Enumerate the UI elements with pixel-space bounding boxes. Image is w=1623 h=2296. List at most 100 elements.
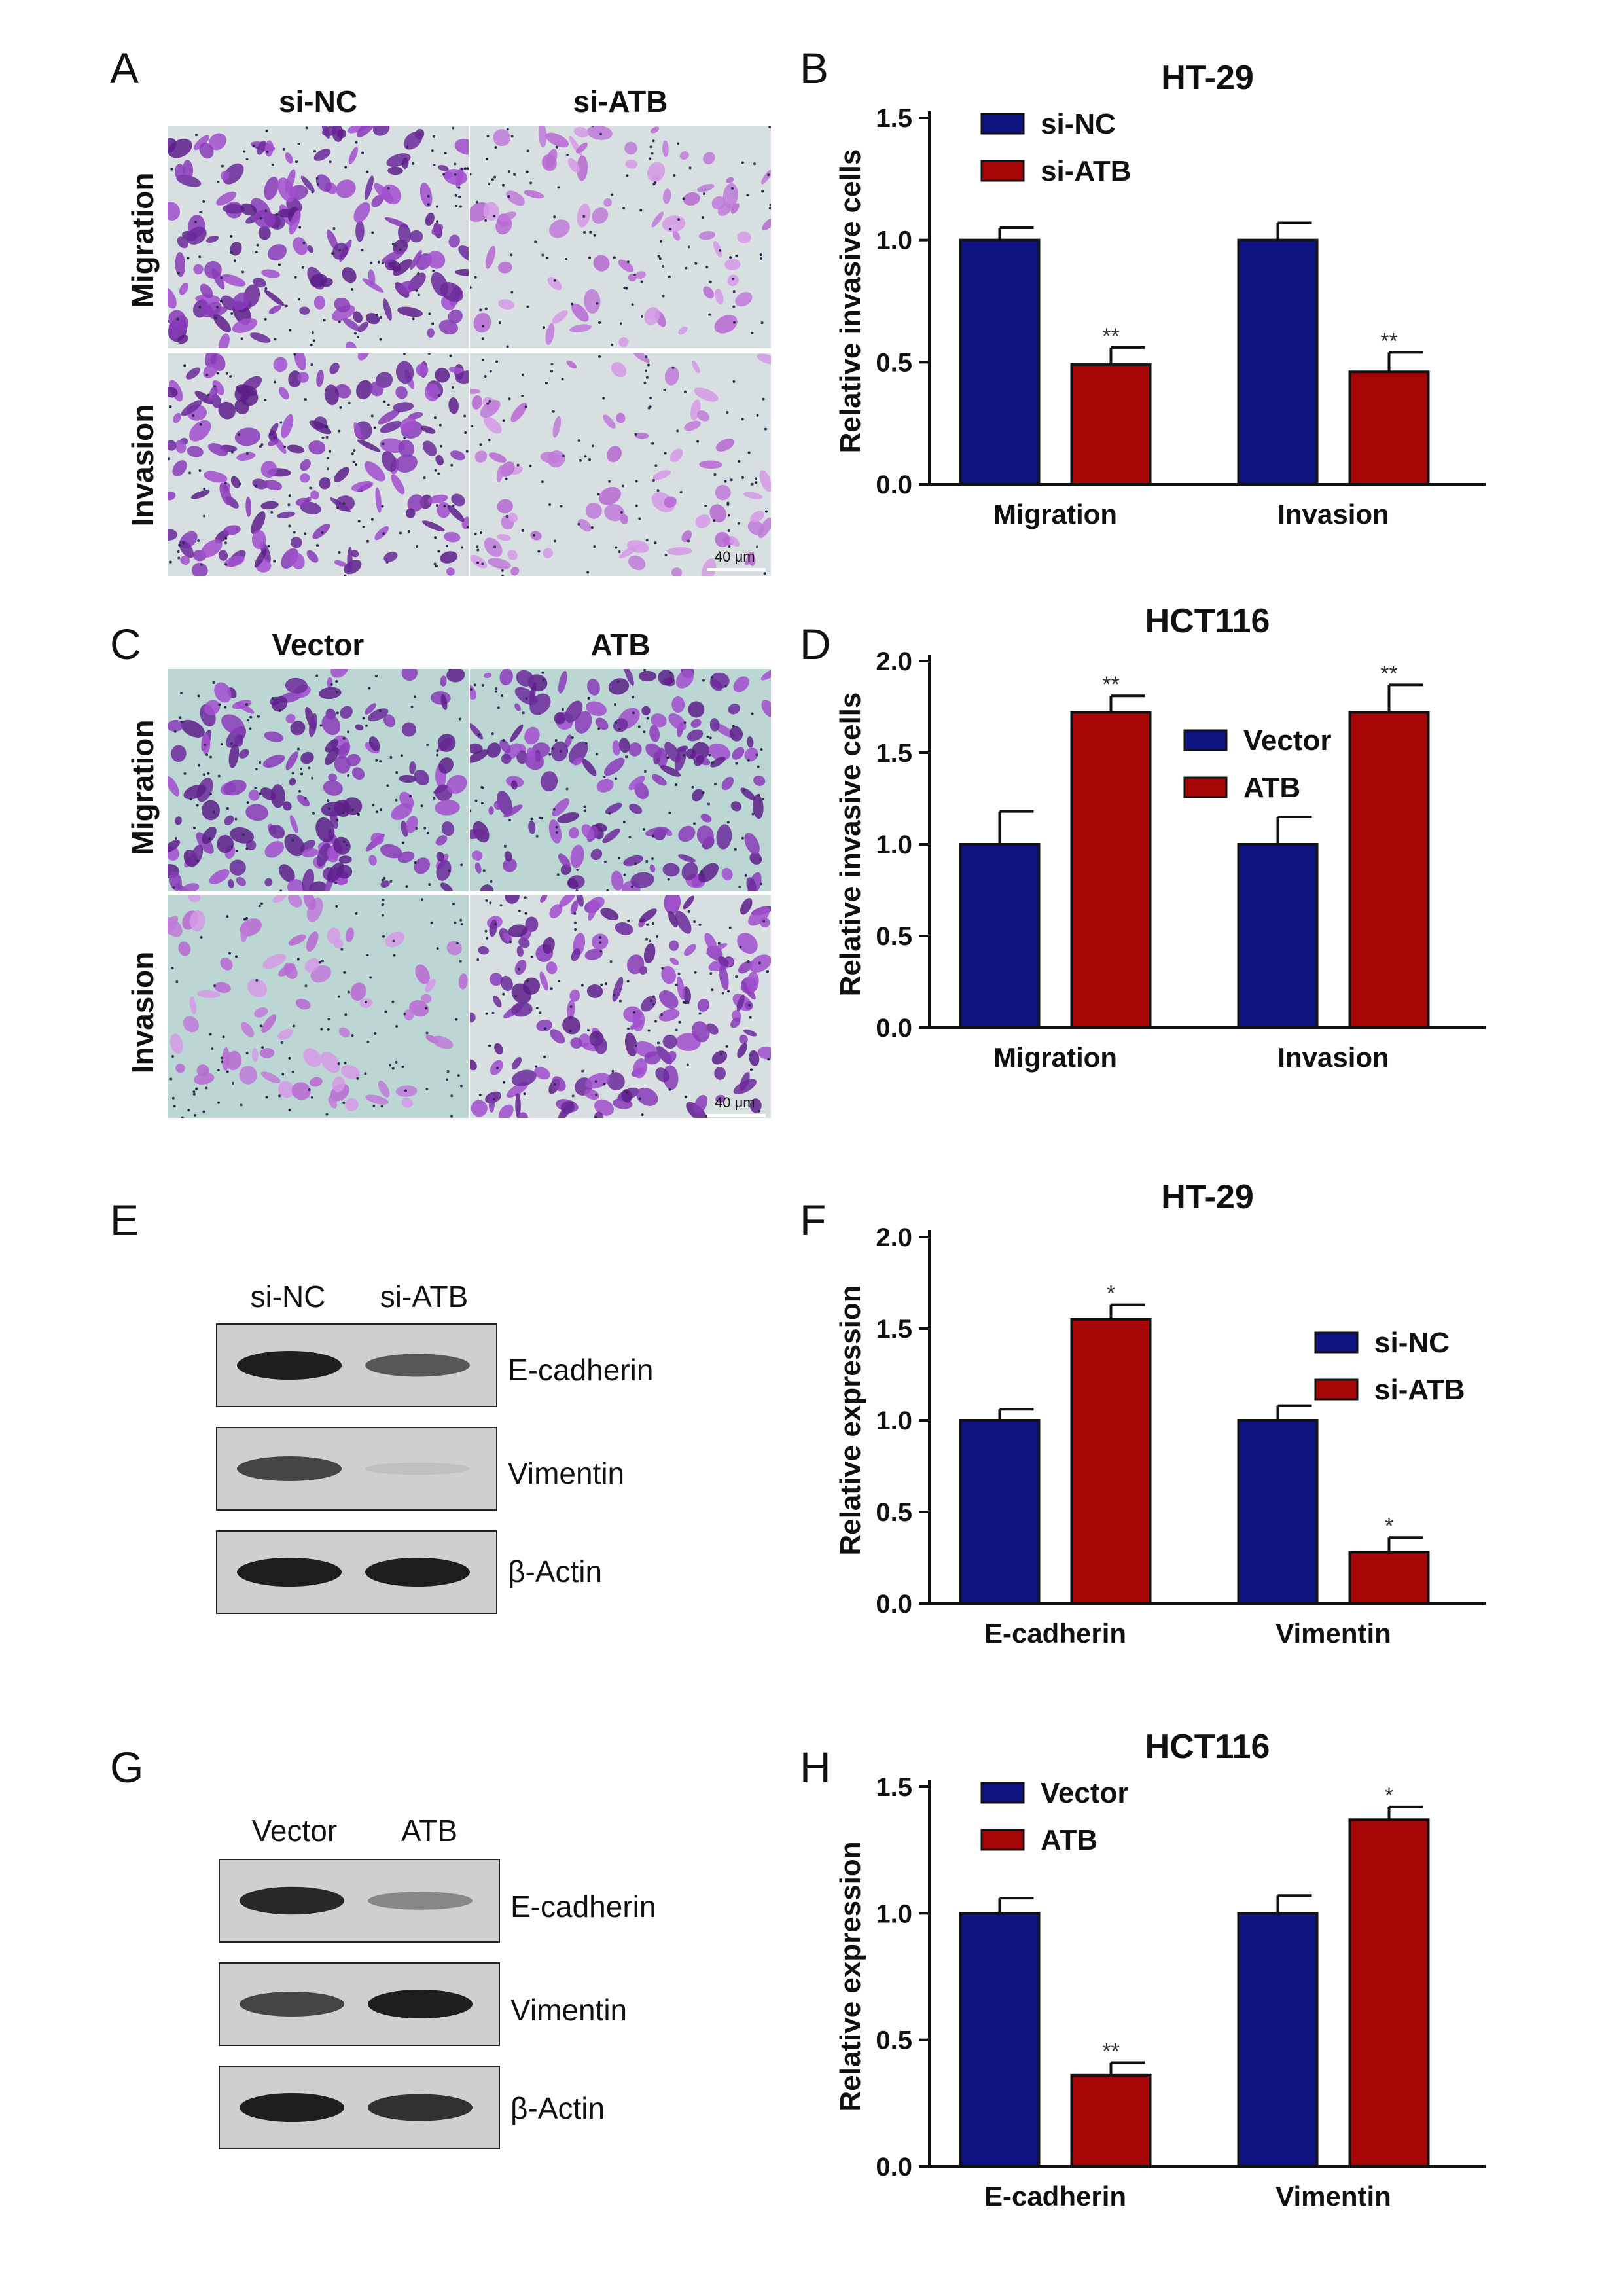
pore-dot — [217, 180, 220, 183]
pore-dot — [436, 220, 439, 223]
stained-cell — [427, 494, 448, 504]
micrograph-texture — [168, 353, 469, 576]
pore-dot — [731, 187, 734, 190]
pore-dot — [289, 329, 292, 332]
pore-dot — [555, 825, 558, 829]
pore-dot — [310, 344, 313, 347]
pore-dot — [403, 437, 406, 440]
pore-dot — [651, 834, 654, 838]
pore-dot — [459, 205, 462, 208]
blot-e-label-vimentin: Vimentin — [508, 1456, 625, 1490]
stained-cell — [503, 858, 517, 872]
pore-dot — [325, 1113, 329, 1116]
pore-dot — [305, 126, 308, 130]
stained-cell — [408, 412, 423, 420]
stained-cell — [558, 670, 567, 694]
stained-cell — [715, 484, 731, 501]
stained-cell — [440, 675, 447, 687]
pore-dot — [649, 145, 652, 149]
pore-dot — [426, 831, 429, 834]
pore-dot — [757, 793, 760, 797]
stained-cell — [448, 309, 463, 324]
pore-dot — [489, 901, 492, 905]
pore-dot — [757, 1109, 760, 1113]
legend-label: si-NC — [1374, 1327, 1450, 1359]
micrograph-c-row-label-migration: Migration — [126, 719, 160, 855]
stained-cell — [220, 957, 233, 971]
blot-band — [240, 1886, 344, 1915]
pore-dot — [293, 531, 296, 534]
stained-cell — [517, 1112, 528, 1118]
stained-cell — [345, 1098, 359, 1111]
stained-cell — [398, 224, 411, 244]
pore-dot — [321, 531, 324, 534]
pore-dot — [391, 1067, 395, 1070]
pore-dot — [366, 539, 369, 543]
pore-dot — [252, 145, 255, 148]
pore-dot — [683, 721, 687, 725]
stained-cell — [224, 815, 234, 826]
stained-cell — [312, 523, 330, 539]
pore-dot — [351, 1034, 354, 1037]
pore-dot — [571, 1094, 575, 1098]
stained-cell — [188, 895, 201, 903]
pore-dot — [301, 266, 304, 269]
pore-dot — [479, 443, 482, 446]
pore-dot — [342, 811, 345, 814]
stained-cell — [558, 895, 577, 908]
stained-cell — [501, 753, 512, 764]
stained-cell — [628, 776, 645, 791]
stained-cell — [229, 859, 246, 876]
pore-dot — [518, 910, 521, 913]
stained-cell — [435, 455, 444, 466]
bar — [1237, 843, 1319, 1029]
significance-mark: * — [1107, 1282, 1115, 1306]
pore-dot — [372, 804, 375, 807]
stained-cell — [569, 989, 580, 1002]
pore-dot — [435, 205, 438, 208]
pore-dot — [308, 1088, 311, 1092]
stained-cell — [644, 1051, 661, 1065]
blot-band — [365, 1462, 470, 1475]
pore-dot — [589, 230, 592, 234]
pore-dot — [195, 1087, 198, 1090]
pore-dot — [508, 397, 511, 401]
pore-dot — [550, 363, 554, 366]
pore-dot — [294, 160, 298, 164]
pore-dot — [664, 553, 668, 556]
pore-dot — [415, 289, 418, 292]
pore-dot — [507, 195, 510, 198]
pore-dot — [382, 532, 385, 535]
pore-dot — [726, 501, 730, 505]
stained-cell — [516, 946, 524, 957]
pore-dot — [508, 819, 512, 822]
pore-dot — [491, 178, 494, 181]
pore-dot — [530, 955, 533, 958]
pore-dot — [455, 1018, 458, 1021]
stained-cell — [636, 1087, 658, 1106]
pore-dot — [383, 400, 386, 403]
pore-dot — [226, 1070, 229, 1073]
pore-dot — [654, 541, 657, 545]
pore-dot — [202, 200, 205, 203]
stained-cell — [315, 817, 335, 843]
pore-dot — [437, 394, 440, 397]
stained-cell — [190, 910, 205, 932]
y-tick-label: 1.5 — [876, 1315, 912, 1344]
stained-cell — [714, 1067, 726, 1080]
stained-cell — [645, 743, 662, 759]
pore-dot — [458, 195, 461, 198]
pore-dot — [319, 961, 322, 964]
stained-cell — [660, 765, 681, 777]
stained-cell — [510, 780, 518, 790]
stained-cell — [711, 196, 726, 210]
pore-dot — [509, 941, 512, 944]
pore-dot — [612, 994, 615, 997]
stained-cell — [518, 937, 530, 948]
legend-swatch — [1314, 1331, 1359, 1354]
stained-cell — [247, 978, 267, 997]
blot-g-row-ecadherin — [219, 1859, 500, 1943]
stained-cell — [480, 399, 501, 418]
pore-dot — [389, 755, 393, 759]
micrograph-c-scale-label: 40 μm — [715, 1094, 755, 1111]
